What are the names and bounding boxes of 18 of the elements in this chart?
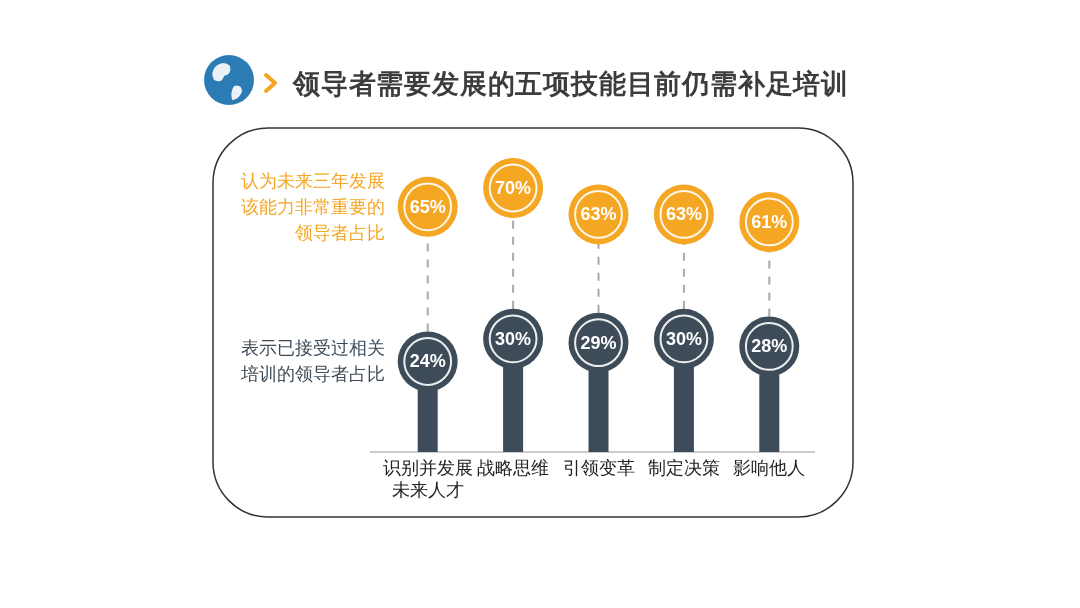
x-tick-label: 识别并发展未来人才: [382, 458, 473, 500]
value-label: 65%: [409, 196, 446, 217]
series-name: 认为未来三年发展该能力非常重要的领导者占比: [240, 170, 385, 243]
x-tick-label: 引领变革: [562, 458, 635, 478]
value-label: 24%: [409, 351, 446, 372]
value-label: 63%: [665, 204, 702, 225]
x-tick-label: 战略思维: [477, 458, 550, 478]
title: 领导者需要发展的五项技能目前仍需补足培训: [293, 69, 849, 99]
value-label: 29%: [580, 332, 617, 353]
value-label: 63%: [580, 204, 617, 225]
value-label: 70%: [495, 178, 532, 198]
value-label: 28%: [751, 336, 788, 357]
value-label: 61%: [751, 211, 788, 232]
value-label: 30%: [665, 328, 702, 349]
series-name: 表示已接受过相关培训的领导者占比: [240, 338, 385, 385]
x-tick-label: 制定决策: [647, 458, 720, 478]
x-tick-label: 影响他人: [733, 458, 806, 478]
value-label: 30%: [495, 328, 532, 349]
